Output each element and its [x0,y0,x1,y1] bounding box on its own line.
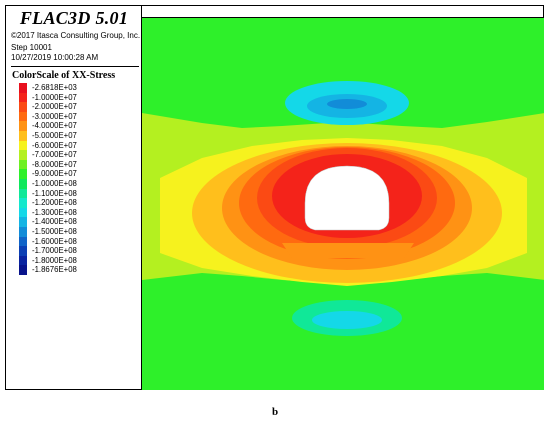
legend-item: -1.5000E+08 [19,226,77,237]
legend-swatch [19,178,27,189]
legend-item: -4.0000E+07 [19,121,77,131]
legend-label: -1.5000E+08 [32,226,77,236]
contour-canvas [142,18,544,390]
legend-swatch [19,246,27,256]
legend-swatch [19,83,27,93]
legend-swatch [19,130,27,141]
legend-label: -1.8000E+08 [32,255,77,265]
figure-caption: b [271,406,279,418]
legend-label: -1.2000E+08 [32,198,77,208]
datetime-text: 10/27/2019 10:00:28 AM [11,53,99,62]
legend-swatch [19,226,27,237]
lower-low-stress-core [312,311,382,329]
legend-item: -2.0000E+07 [19,102,77,112]
legend-label: -1.0000E+07 [32,92,77,102]
legend-item: -1.8676E+08 [19,265,77,275]
legend-swatch [19,92,27,103]
legend-item: -1.4000E+08 [19,217,77,227]
colorscale-title: ColorScale of XX-Stress [12,70,116,81]
legend-label: -1.6000E+08 [32,236,77,246]
legend-label: -8.0000E+07 [32,159,77,169]
legend-swatch [19,236,27,247]
legend-item: -6.0000E+07 [19,140,77,151]
legend-label: -1.1000E+08 [32,188,77,198]
legend-item: -1.2000E+08 [19,198,77,208]
legend-swatch [19,140,27,151]
app-title: FLAC3D 5.01 [19,8,129,28]
legend-panel: FLAC3D 5.01 ©2017 Itasca Consulting Grou… [5,5,142,390]
legend-item: -1.8000E+08 [19,255,77,266]
legend-label: -4.0000E+07 [32,121,77,131]
legend-divider [11,66,139,67]
legend-item: -1.0000E+08 [19,178,77,189]
step-text: Step 10001 [11,43,52,52]
legend-swatch [19,121,27,131]
legend-swatch [19,255,27,266]
legend-label: -5.0000E+07 [32,130,77,140]
legend-label: -1.4000E+08 [32,217,77,227]
legend-label: -9.0000E+07 [32,169,77,179]
copyright-text: ©2017 Itasca Consulting Group, Inc. [11,31,141,40]
tunnel-opening [304,165,390,231]
upper-low-stress-center [327,99,367,109]
legend-label: -1.7000E+08 [32,246,77,256]
legend-label: -3.0000E+07 [32,111,77,121]
legend-item: -1.3000E+08 [19,207,77,218]
legend-swatch [19,217,27,227]
legend-label: -7.0000E+07 [32,150,77,160]
legend-swatch [19,111,27,122]
legend-item: -5.0000E+07 [19,130,77,141]
legend-label: -2.6818E+03 [32,83,77,92]
legend-item: -2.6818E+03 [19,83,77,93]
legend-label: -1.3000E+08 [32,207,77,217]
legend-item: -8.0000E+07 [19,159,77,170]
legend-swatch [19,265,27,275]
legend-swatch [19,159,27,170]
invert-zone [282,243,414,258]
legend-item: -3.0000E+07 [19,111,77,122]
legend-swatch [19,150,27,160]
legend-item: -7.0000E+07 [19,150,77,160]
legend-label: -1.8676E+08 [32,265,77,275]
legend-item: -1.6000E+08 [19,236,77,247]
legend-label: -1.0000E+08 [32,178,77,188]
legend-item: -9.0000E+07 [19,169,77,179]
legend-label: -2.0000E+07 [32,102,77,112]
legend-swatch [19,198,27,208]
stress-contour-plot [141,17,544,390]
legend-swatch [19,102,27,112]
legend-swatch [19,188,27,199]
colorscale-legend: -2.6818E+03 -1.0000E+07 -2.0000E+07 -3.0000… [19,83,77,275]
legend-swatch [19,169,27,179]
legend-item: -1.0000E+07 [19,92,77,103]
legend-item: -1.7000E+08 [19,246,77,256]
legend-label: -6.0000E+07 [32,140,77,150]
legend-item: -1.1000E+08 [19,188,77,199]
legend-swatch [19,207,27,218]
